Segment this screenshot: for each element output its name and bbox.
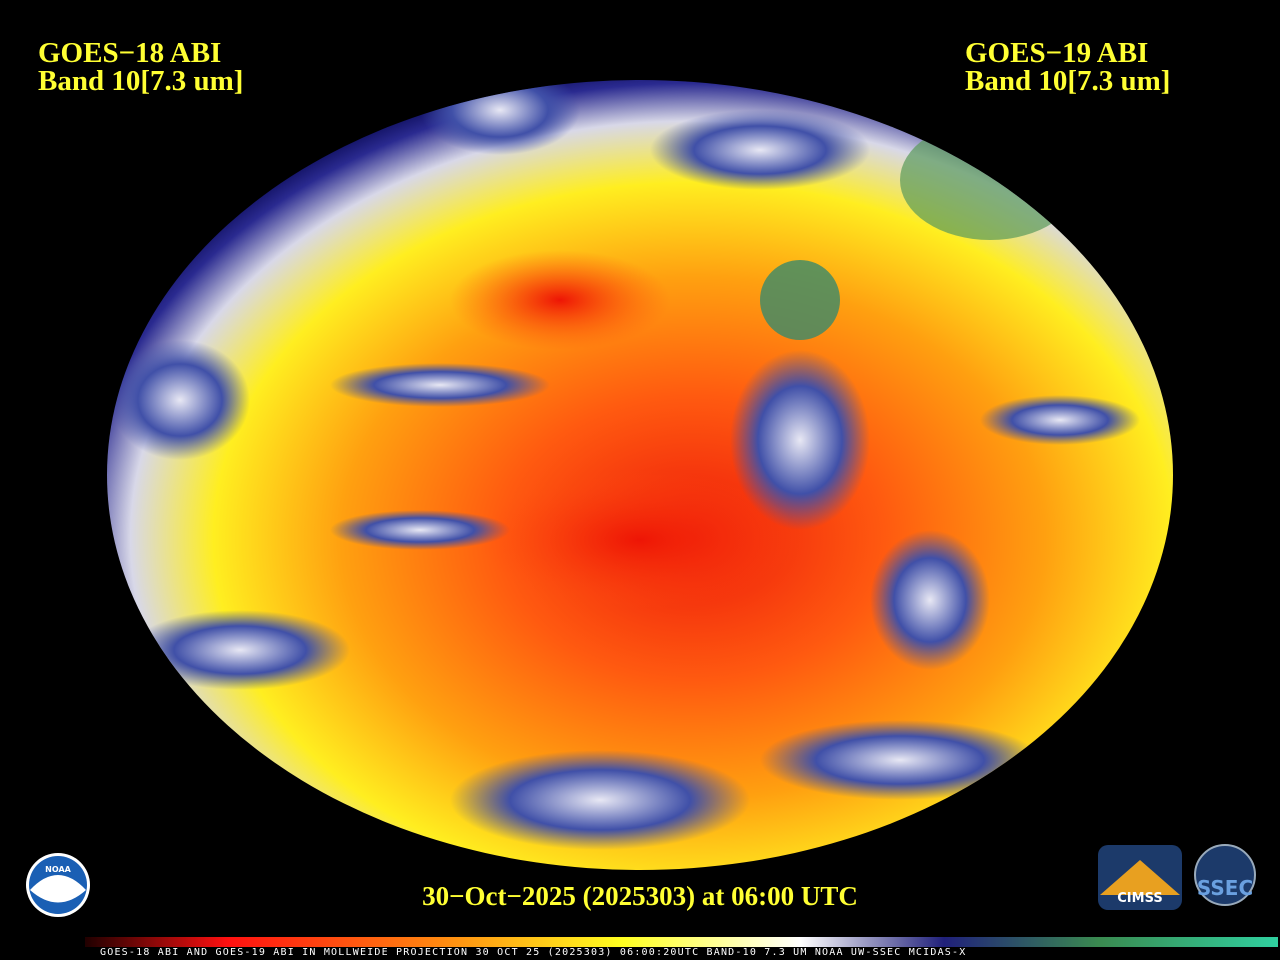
colorbar	[85, 937, 1278, 947]
left-band: Band 10[7.3 um]	[38, 65, 243, 97]
noaa-text: NOAA	[45, 865, 71, 874]
left-satellite: GOES−18 ABI	[38, 37, 221, 69]
cimss-text: CIMSS	[1117, 891, 1162, 906]
cloud-features	[110, 80, 1140, 850]
right-satellite: GOES−19 ABI	[965, 37, 1148, 69]
noaa-logo: NOAA	[26, 853, 90, 917]
ssec-logo: SSEC	[1194, 844, 1256, 906]
cimss-logo: CIMSS	[1098, 845, 1182, 910]
ssec-text: SSEC	[1197, 876, 1253, 900]
timestamp: 30−Oct−2025 (2025303) at 06:00 UTC	[422, 881, 858, 911]
right-band: Band 10[7.3 um]	[965, 65, 1170, 97]
colorbar-caption: GOES-18 ABI AND GOES-19 ABI IN MOLLWEIDE…	[100, 947, 966, 958]
